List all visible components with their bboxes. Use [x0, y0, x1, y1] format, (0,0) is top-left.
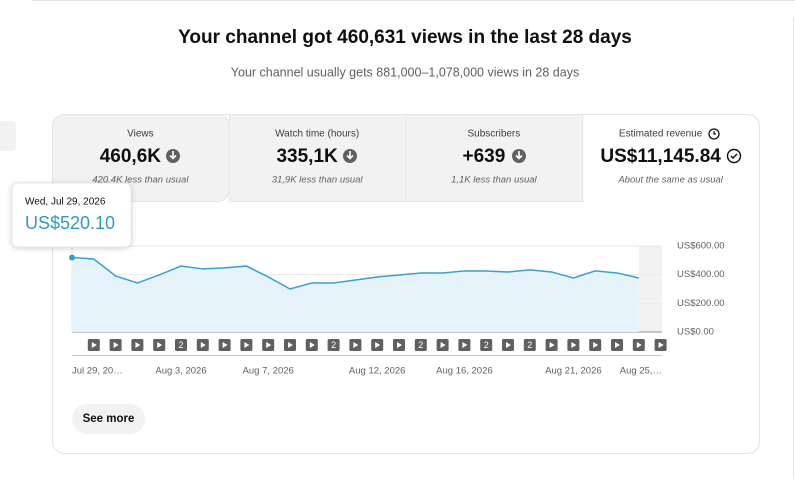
y-tick-label: US$400.00 — [677, 269, 725, 280]
play-icon — [222, 342, 228, 348]
play-icon — [375, 342, 381, 348]
check — [730, 153, 738, 159]
play-icon — [113, 342, 119, 348]
see-more-button[interactable] — [72, 404, 145, 434]
marker-count: 2 — [331, 340, 336, 350]
play-icon — [658, 342, 664, 348]
play-icon — [266, 342, 272, 348]
play-icon — [244, 342, 250, 348]
play-icon — [571, 342, 577, 348]
x-tick-label: Aug 3, 2026 — [155, 366, 206, 377]
metric-label: Subscribers — [467, 129, 520, 140]
play-icon — [288, 342, 293, 348]
play-icon — [440, 342, 446, 348]
point — [69, 254, 75, 261]
check-icon — [726, 148, 742, 164]
metric-note: 420,4K less than usual — [92, 175, 189, 186]
arrow — [169, 151, 523, 160]
x-tick-label: Aug 21, 2026 — [545, 366, 602, 377]
y-tick-label: US$200.00 — [677, 298, 725, 309]
metric-note: About the same as usual — [617, 175, 723, 186]
play-icon — [91, 342, 97, 348]
play-icon — [200, 342, 206, 348]
metric-value: 335,1K — [276, 146, 338, 167]
play-icon — [506, 342, 511, 348]
future-shade — [638, 246, 662, 332]
title: Your channel got 460,631 views in the la… — [178, 27, 632, 48]
x-tick-label: Aug 12, 2026 — [349, 366, 406, 377]
marker-count: 2 — [527, 340, 532, 350]
play-icon — [353, 342, 359, 348]
play-icon — [309, 342, 315, 348]
metric-value: US$11,145.84 — [600, 146, 721, 167]
video-marker — [175, 339, 187, 351]
play-icon — [636, 342, 642, 348]
video-marker — [523, 339, 536, 351]
clock-icon — [708, 128, 720, 140]
play-icon — [462, 342, 468, 348]
metric-label: Watch time (hours) — [275, 129, 359, 140]
play-icon — [593, 342, 599, 348]
x-tick-label: Aug 16, 2026 — [436, 366, 493, 377]
metric-label: Estimated revenue — [619, 129, 703, 140]
subtitle: Your channel usually gets 881,000–1,078,… — [231, 65, 579, 79]
video-marker — [327, 339, 340, 351]
side-tab — [0, 121, 16, 151]
tooltip-box — [11, 182, 132, 248]
marker-count: 2 — [178, 340, 183, 350]
marker-count: 2 — [484, 340, 489, 350]
tooltip: Wed, Jul 29, 2026 US$520.10 — [11, 182, 132, 248]
see-more-label[interactable]: See more — [83, 413, 135, 425]
metric-note: 1,1K less than usual — [451, 175, 537, 186]
metric-value: 460,6K — [100, 146, 162, 167]
x-tick-label: Aug 25,… — [620, 366, 662, 377]
play-icon — [135, 342, 141, 348]
area — [72, 257, 639, 332]
video-marker — [480, 339, 493, 351]
metric-tab — [228, 114, 407, 202]
play-icon — [615, 342, 620, 348]
line — [71, 256, 639, 290]
video-marker — [414, 339, 427, 351]
metric-note: 31,9K less than usual — [272, 175, 364, 186]
tooltip-date: Wed, Jul 29, 2026 — [25, 197, 106, 208]
play-icon — [397, 342, 402, 348]
play-icon — [549, 342, 555, 348]
metric-tab — [405, 114, 584, 202]
metric-value: +639 — [462, 146, 505, 167]
play-icon — [157, 342, 163, 348]
tooltip-value: US$520.10 — [25, 213, 115, 233]
x-tick-label: Aug 7, 2026 — [243, 366, 294, 377]
x-tick-label: Jul 29, 20… — [72, 366, 123, 377]
y-tick-label: US$600.00 — [677, 241, 725, 252]
metric-label: Views — [127, 129, 154, 140]
y-tick-label: US$0.00 — [677, 327, 714, 338]
marker-count: 2 — [418, 340, 423, 350]
icons — [166, 128, 742, 164]
clock-hands — [713, 131, 716, 135]
